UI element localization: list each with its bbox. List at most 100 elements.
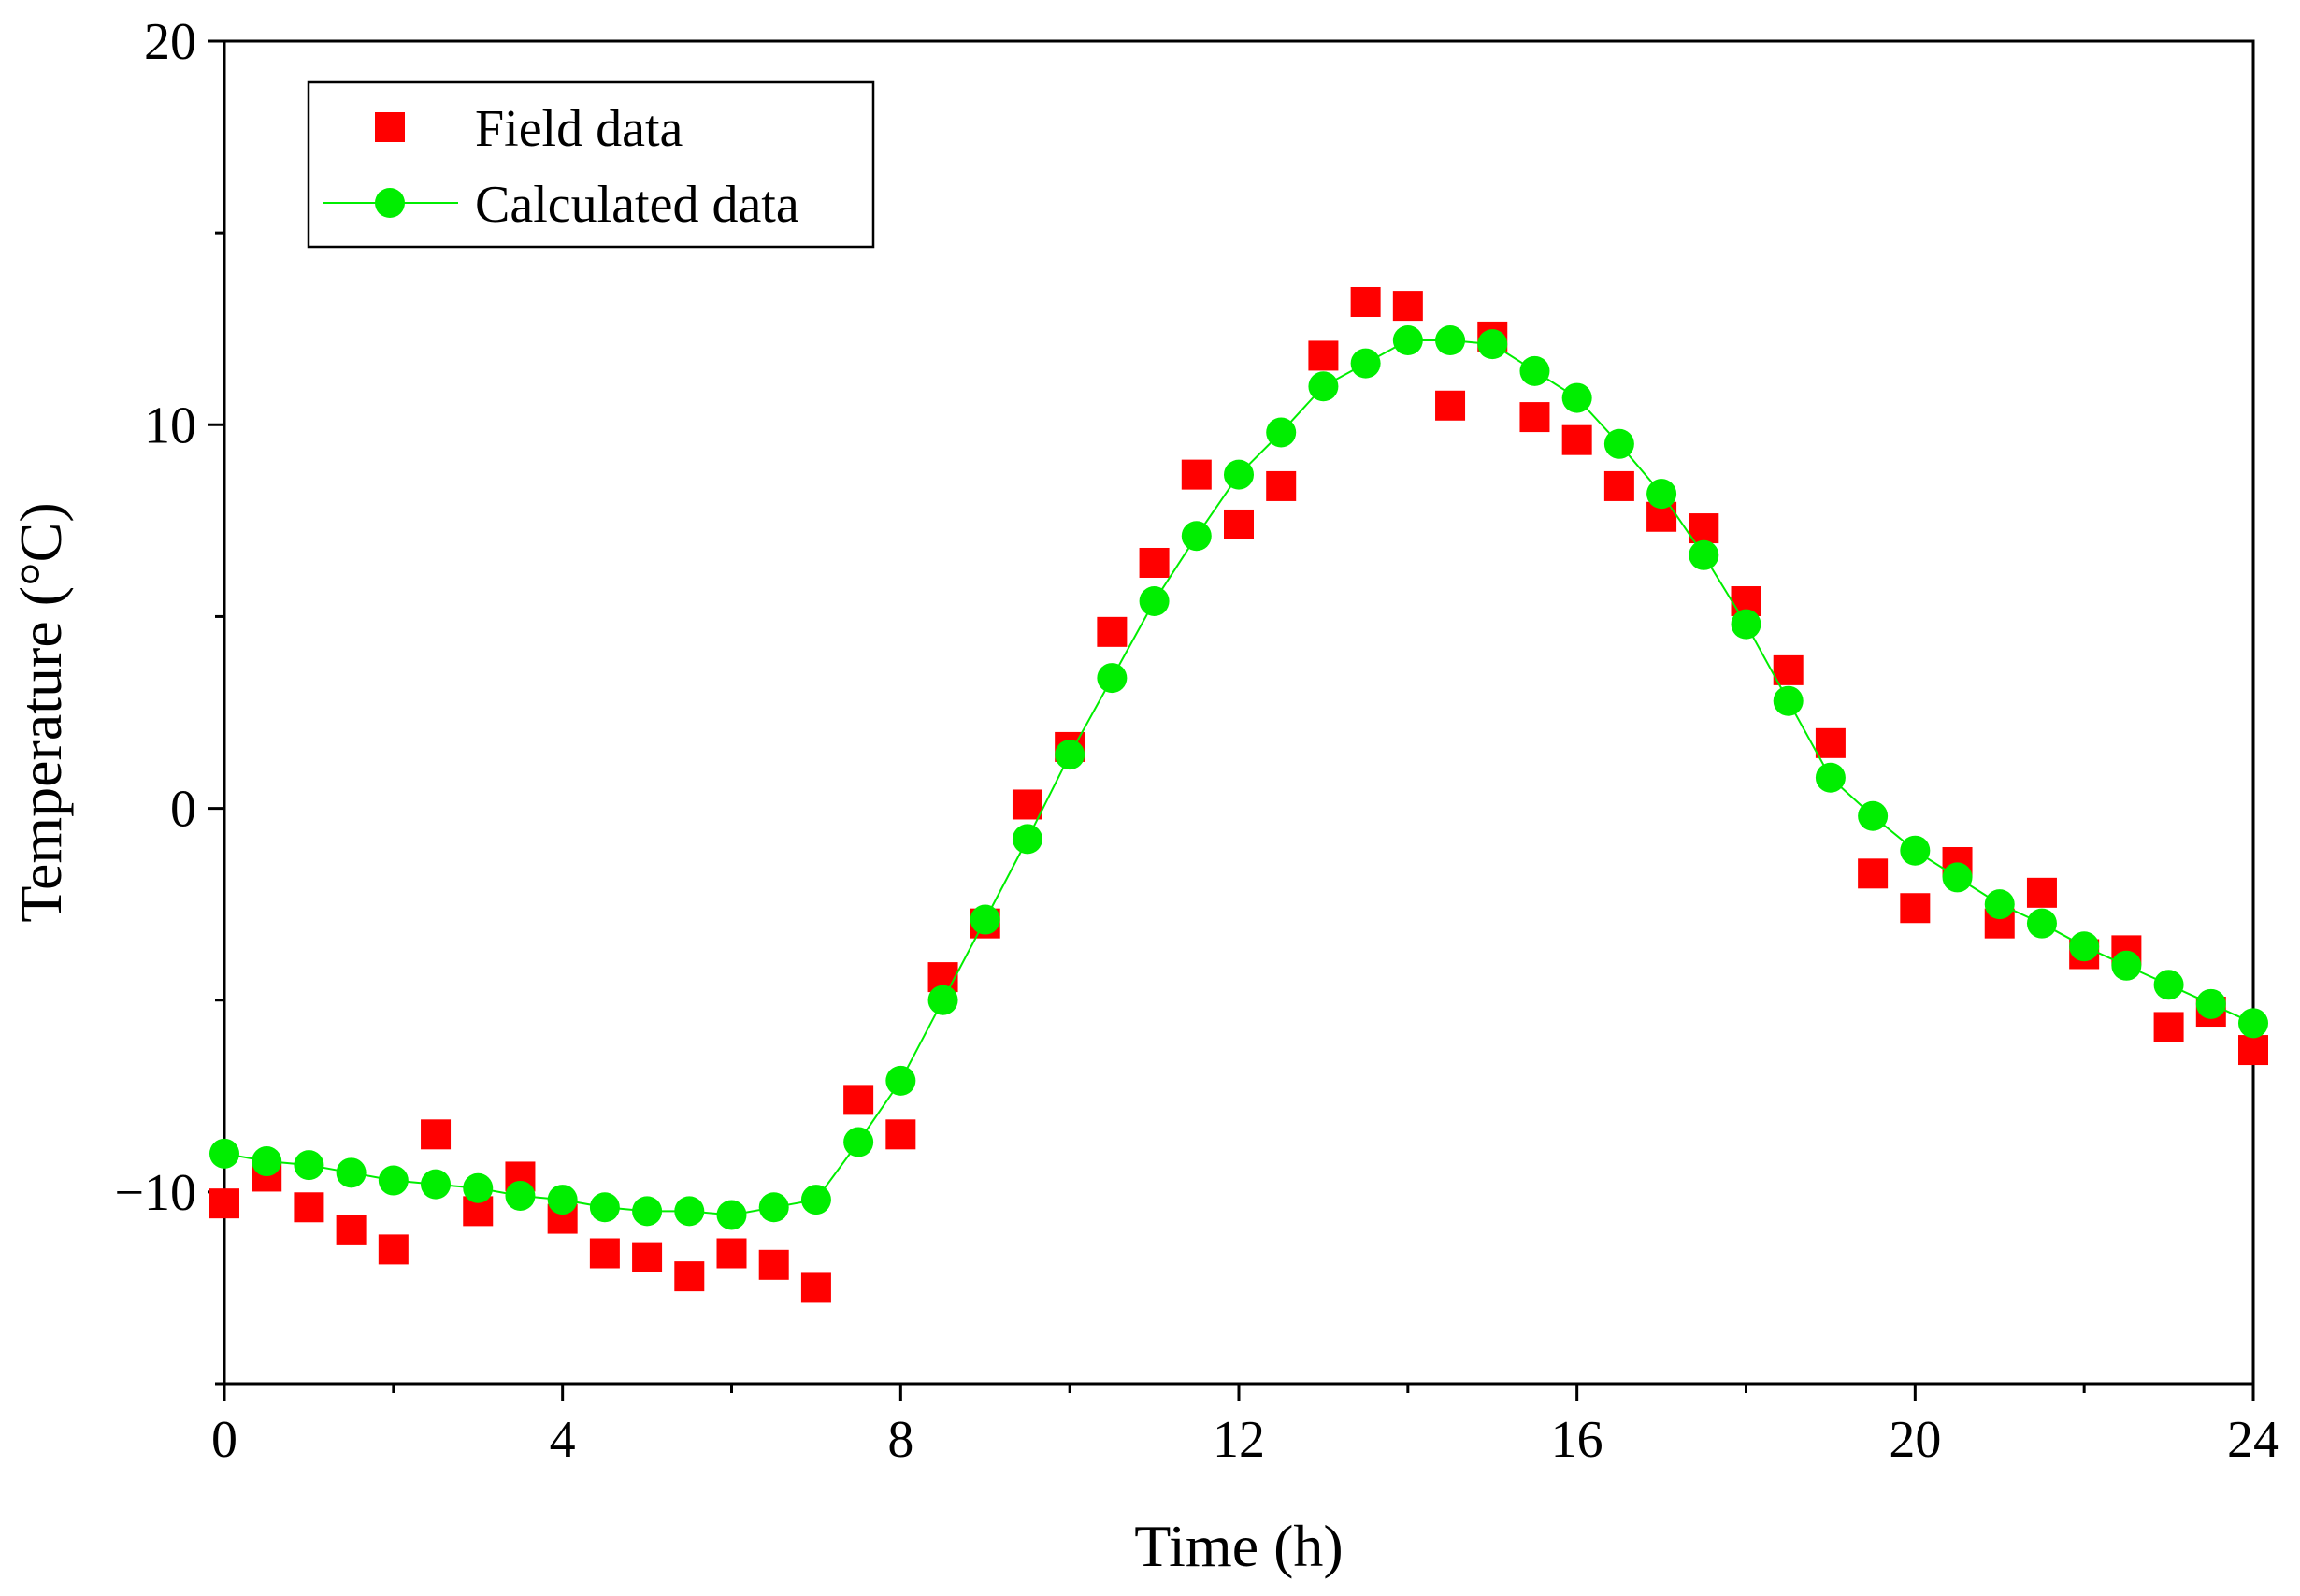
calculated-data-point (1900, 835, 1931, 866)
legend: Field data Calculated data (307, 80, 875, 249)
calculated-data-point (1773, 685, 1804, 716)
x-tick-label-8: 8 (887, 1411, 913, 1469)
field-data-point (1012, 789, 1042, 820)
x-tick-label-16: 16 (1551, 1411, 1603, 1469)
calculated-data-point (209, 1138, 239, 1169)
legend-box (307, 80, 875, 249)
calculated-data-point (1561, 382, 1592, 413)
calculated-data-point (1519, 355, 1550, 386)
field-data-point (1224, 509, 1254, 539)
calculated-data-point (2153, 970, 2184, 1000)
calculated-data-point (1350, 348, 1381, 379)
y-tick-label-0: 0 (170, 781, 196, 839)
calculated-data-point (2111, 950, 2142, 981)
calculated-data-point (2195, 988, 2226, 1019)
field-data-point (421, 1119, 452, 1150)
legend-field-marker (375, 112, 405, 142)
calculated-data-point (589, 1192, 620, 1223)
calculated-data-point (843, 1127, 874, 1157)
calculated-data-point (2026, 908, 2057, 939)
calculated-data-point (1646, 479, 1677, 510)
calculated-data-point (1392, 325, 1423, 356)
calculated-data-point (1858, 800, 1889, 831)
x-tick-label-20: 20 (1889, 1411, 1941, 1469)
field-data-point (294, 1192, 324, 1223)
calculated-data-point (632, 1196, 663, 1227)
series-layer (209, 286, 2268, 1303)
field-data-point (716, 1238, 747, 1269)
field-data-point (843, 1085, 874, 1115)
calculated-data-point (1603, 428, 1634, 459)
calculated-data-point (1689, 539, 1719, 570)
field-data-point (2238, 1035, 2268, 1066)
calculated-data-point (1012, 824, 1042, 855)
field-data-point (885, 1119, 916, 1150)
x-tick-label-24: 24 (2227, 1411, 2279, 1469)
y-tick-label-20: 20 (144, 13, 196, 71)
x-axis-title: Time (h) (1134, 1513, 1343, 1579)
field-data-point (2153, 1012, 2184, 1042)
calculated-data-point (505, 1180, 536, 1211)
calculated-data-point (1308, 371, 1339, 402)
field-data-point (1773, 654, 1804, 685)
field-data-point (1139, 547, 1170, 578)
field-data-point (1689, 513, 1719, 544)
x-tick-label-4: 4 (550, 1411, 576, 1469)
legend-field-label: Field data (475, 100, 683, 158)
calculated-data-point (294, 1150, 324, 1181)
legend-calculated-label: Calculated data (475, 176, 799, 234)
field-data-point (1181, 459, 1212, 490)
calculated-data-point (927, 985, 958, 1015)
y-tick-label-10: 10 (144, 396, 196, 454)
series-field-data (209, 286, 2268, 1303)
x-tick-label-12: 12 (1213, 1411, 1265, 1469)
field-data-point (1097, 616, 1128, 647)
calculated-data-point (1224, 459, 1254, 490)
field-data-point (378, 1234, 409, 1265)
calculated-data-point (1731, 609, 1761, 640)
legend-calculated-marker (375, 188, 405, 218)
calculated-data-point (2069, 931, 2100, 962)
field-data-point (1561, 424, 1592, 455)
field-data-point (1392, 291, 1423, 322)
calculated-data-point (2238, 1008, 2268, 1039)
calculated-data-point (800, 1185, 831, 1215)
field-data-point (1815, 727, 1846, 758)
calculated-data-point (1055, 740, 1085, 770)
field-data-point (209, 1188, 239, 1219)
field-data-point (1603, 470, 1634, 501)
calculated-data-point (970, 904, 1000, 935)
field-data-point (1900, 893, 1931, 924)
y-axis: −10 0 10 20 (114, 13, 224, 1386)
calculated-data-point (547, 1185, 578, 1215)
series-calculated-data (209, 325, 2268, 1230)
calculated-data-point (758, 1192, 789, 1223)
field-data-point (1266, 470, 1297, 501)
field-data-point (1308, 340, 1339, 371)
calculated-data-point (1181, 521, 1212, 552)
calculated-data-point (1477, 329, 1508, 360)
field-data-point (758, 1249, 789, 1280)
calculated-data-point (336, 1157, 367, 1188)
x-axis: 0 4 8 12 16 20 24 (211, 1384, 2279, 1469)
calculated-data-point (252, 1146, 282, 1177)
field-data-point (800, 1272, 831, 1303)
field-data-point (589, 1238, 620, 1269)
y-axis-title: Temperature (°C) (7, 502, 74, 922)
x-tick-label-0: 0 (211, 1411, 237, 1469)
field-data-point (674, 1261, 705, 1292)
field-data-point (2026, 877, 2057, 908)
calculated-data-point (378, 1165, 409, 1196)
calculated-data-point (1435, 325, 1466, 356)
field-data-point (336, 1215, 367, 1245)
calculated-data-point (1942, 862, 1973, 893)
calculated-data-point (885, 1065, 916, 1096)
calculated-data-point (1815, 762, 1846, 793)
field-data-point (1435, 390, 1466, 421)
field-data-point (1350, 286, 1381, 317)
calculated-data-point (421, 1169, 452, 1200)
field-data-point (632, 1242, 663, 1272)
field-data-point (1858, 858, 1889, 889)
calculated-data-point (674, 1196, 705, 1227)
